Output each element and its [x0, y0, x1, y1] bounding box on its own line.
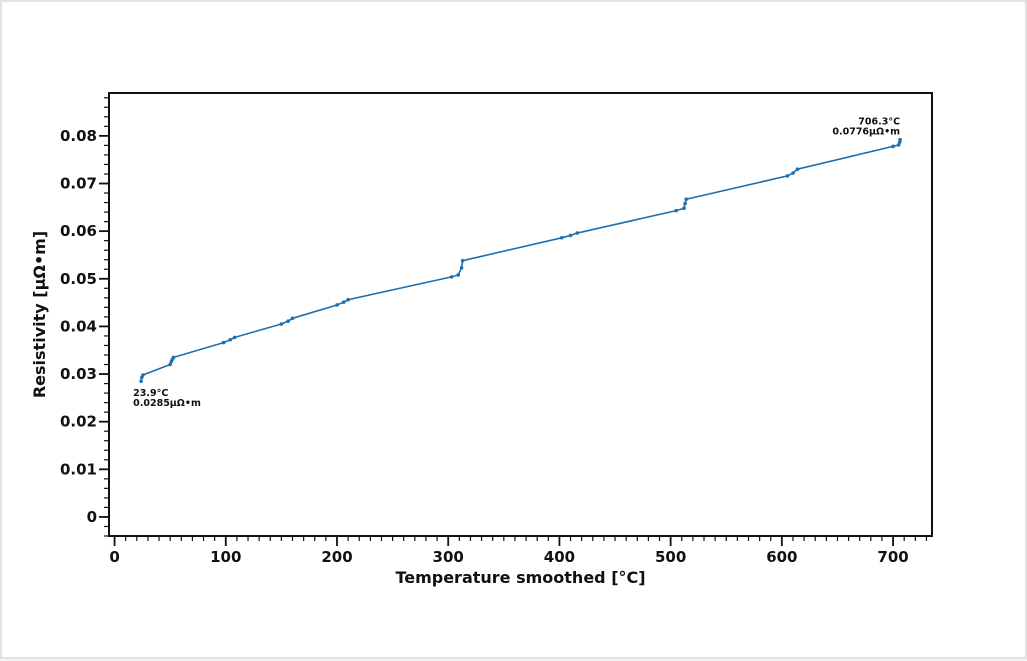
data-point — [791, 171, 795, 175]
y-tick-label: 0.01 — [60, 460, 97, 478]
data-point — [449, 275, 454, 279]
data-point — [891, 144, 895, 149]
y-tick-label: 0 — [87, 508, 97, 526]
data-point — [682, 206, 686, 211]
data-point — [896, 143, 901, 147]
data-point — [683, 201, 687, 206]
y-tick-label: 0.07 — [60, 175, 97, 193]
data-point — [785, 174, 790, 178]
data-point — [139, 379, 143, 383]
y-tick-label: 0.03 — [60, 365, 97, 383]
data-point — [228, 337, 233, 342]
y-major-ticks — [99, 134, 109, 518]
y-tick-label: 0.02 — [60, 413, 97, 431]
data-point — [346, 297, 350, 302]
data-point — [335, 303, 339, 307]
data-point — [232, 335, 237, 340]
x-tick-label: 700 — [877, 548, 908, 566]
annotation-temperature: 23.9°C — [133, 388, 168, 399]
x-tick-label: 100 — [210, 548, 241, 566]
data-point — [168, 362, 172, 367]
data-point — [171, 355, 176, 360]
x-tick-label: 500 — [655, 548, 686, 566]
data-point — [795, 167, 800, 172]
data-point — [684, 197, 689, 202]
data-point — [286, 319, 290, 323]
data-point — [290, 316, 295, 321]
series-layer — [139, 137, 902, 383]
data-point — [575, 231, 580, 235]
data-point — [141, 373, 145, 377]
plot-frame — [108, 92, 933, 537]
annotation-resistivity: 0.0285µΩ•m — [133, 398, 201, 409]
data-point — [898, 137, 902, 142]
annotation-temperature: 706.3°C — [858, 117, 900, 128]
annotation-resistivity: 0.0776µΩ•m — [832, 127, 900, 138]
x-tick-label: 200 — [321, 548, 352, 566]
y-tick-label: 0.08 — [60, 127, 97, 145]
x-major-ticks — [113, 536, 894, 546]
data-point — [456, 273, 461, 277]
annotations: 23.9°C0.0285µΩ•m 706.3°C0.0776µΩ•m — [133, 117, 900, 410]
y-tick-labels: 0 0.01 0.02 0.03 0.04 0.05 0.06 0.07 0.08 — [60, 127, 97, 526]
x-tick-label: 400 — [544, 548, 575, 566]
data-point — [674, 208, 679, 213]
y-axis-title: Resistivity [µΩ•m] — [30, 231, 49, 398]
data-point — [221, 340, 226, 345]
data-point — [460, 258, 465, 263]
y-tick-label: 0.04 — [60, 317, 97, 335]
data-point — [559, 236, 564, 240]
x-tick-label: 600 — [766, 548, 797, 566]
data-point — [341, 300, 346, 304]
y-tick-label: 0.06 — [60, 222, 97, 240]
data-point — [568, 233, 573, 238]
data-point — [279, 322, 284, 326]
x-tick-labels: 0 100 200 300 400 500 600 700 — [109, 548, 908, 566]
x-axis-title: Temperature smoothed [°C] — [395, 568, 645, 587]
x-tick-label: 0 — [109, 548, 119, 566]
y-tick-label: 0.05 — [60, 270, 97, 288]
data-point — [459, 266, 464, 270]
x-tick-label: 300 — [433, 548, 464, 566]
